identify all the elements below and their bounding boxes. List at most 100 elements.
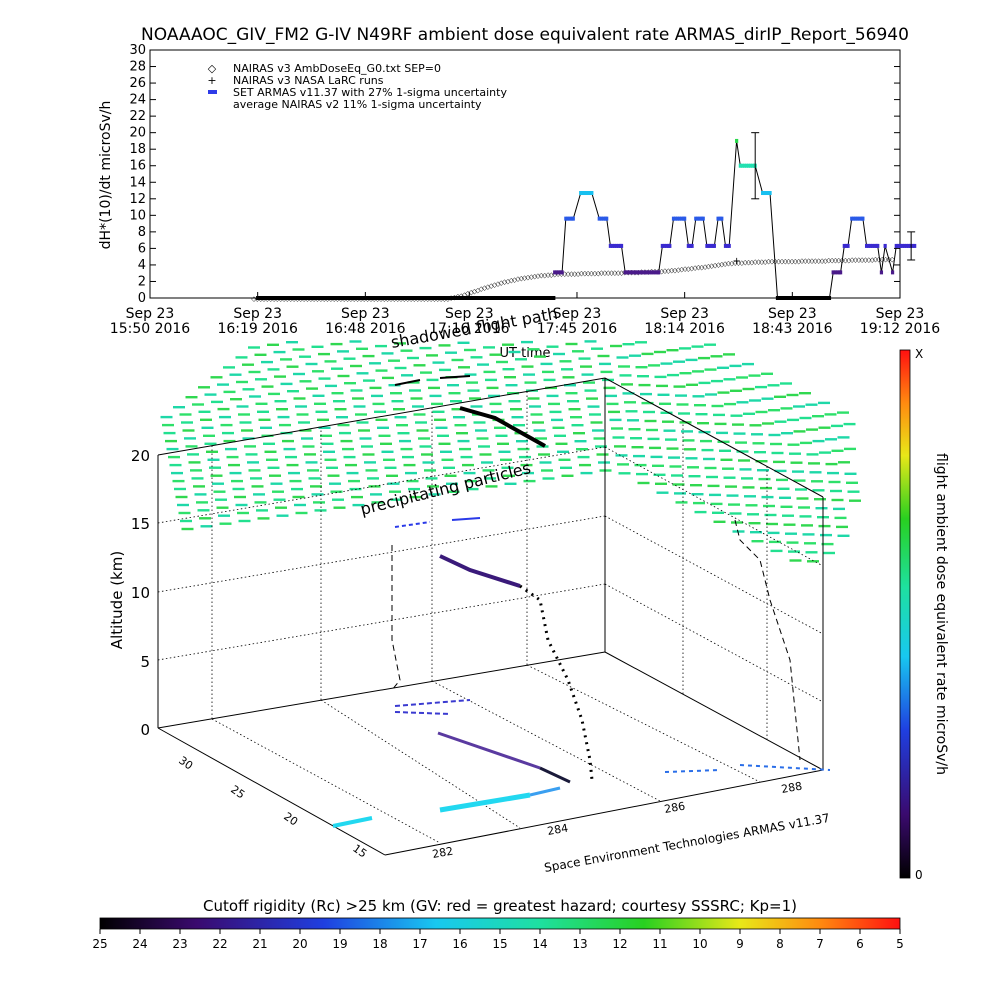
armas-point	[519, 296, 523, 300]
armas-point	[456, 296, 460, 300]
cloud-cell	[502, 343, 514, 346]
armas-point	[812, 296, 816, 300]
trajectory-3d: 0 5 10 15 20 Altitude (km) 30 25 20 15 2…	[108, 304, 861, 875]
nairas-point: ◇	[759, 258, 765, 266]
alt-tick-label: 10	[131, 584, 150, 602]
cloud-cell	[249, 395, 261, 398]
nairas-point: ◇	[823, 257, 829, 265]
cloud-cell	[387, 482, 400, 485]
cloud-cell	[267, 343, 279, 346]
cloud-cell	[706, 475, 718, 479]
cloud-cell	[323, 450, 335, 453]
cloud-cell	[659, 402, 671, 405]
armas-point	[425, 296, 429, 300]
cloud-cell	[561, 474, 574, 477]
cloud-cell	[717, 440, 730, 443]
cloud-cell	[513, 424, 525, 427]
cloud-cell	[277, 415, 290, 419]
flight-trajectory	[394, 375, 594, 781]
cloud-cell	[617, 463, 629, 466]
cloud-cell	[267, 466, 280, 469]
nairas-point: ◇	[676, 266, 682, 274]
lat-tick-label: 30	[176, 754, 195, 773]
cloud-cell	[618, 365, 630, 368]
cloud-cell	[367, 477, 379, 480]
cloud-cell	[388, 359, 400, 362]
armas-point	[403, 296, 407, 300]
cloud-cell	[409, 389, 421, 392]
cloud-cell	[533, 429, 546, 432]
cloud-cell	[400, 447, 413, 451]
armas-point	[644, 270, 648, 275]
cloud-cell	[250, 477, 262, 480]
armas-point	[256, 296, 260, 300]
cloud-cell	[806, 428, 818, 431]
cloud-cell	[223, 439, 236, 443]
cloud-cell	[698, 381, 711, 385]
cloud-cell	[238, 519, 251, 523]
cloud-cell	[545, 386, 557, 390]
cloud-cell	[730, 414, 743, 417]
legend-label-sep0: NAIRAS v3 AmbDoseEq_G0.txt SEP=0	[233, 62, 441, 75]
nairas-point: ◇	[619, 269, 625, 277]
armas-point	[852, 216, 856, 221]
armas-point	[290, 296, 294, 300]
cloud-cell	[232, 487, 245, 491]
cloud-cell	[542, 370, 554, 374]
cloud-cell	[369, 362, 381, 365]
nairas-point: ◇	[753, 258, 759, 266]
cloud-cell	[574, 440, 587, 443]
armas-point	[347, 296, 352, 300]
armas-point	[794, 296, 798, 300]
cloud-cell	[831, 424, 843, 428]
cloud-cell	[465, 479, 477, 483]
armas-point	[533, 296, 537, 300]
cloud-cell	[517, 447, 530, 451]
ground-track	[332, 699, 831, 828]
cloud-cell	[424, 469, 436, 472]
profile-curves	[391, 519, 801, 761]
cloud-cell	[675, 394, 687, 397]
cloud-cell	[647, 437, 660, 441]
rigidity-tick-label: 14	[532, 937, 547, 951]
nairas-point: ◇	[709, 262, 715, 270]
cloud-cell	[711, 379, 723, 383]
armas-point	[906, 243, 911, 248]
cloud-cell	[828, 480, 841, 484]
cloud-cell	[438, 344, 451, 347]
cloud-cell	[589, 413, 601, 416]
cloud-cell	[362, 453, 375, 456]
cloud-cell	[496, 360, 508, 364]
cloud-cell	[356, 372, 369, 375]
cloud-cell	[402, 455, 414, 459]
cloud-cell	[799, 416, 812, 420]
armas-point	[323, 296, 327, 300]
armas-point	[550, 296, 554, 300]
cloud-cell	[479, 453, 492, 456]
armas-point	[439, 296, 444, 300]
cloud-cell	[378, 434, 391, 437]
armas-point	[824, 296, 829, 300]
armas-point	[448, 296, 452, 300]
cloud-cell	[713, 413, 725, 417]
cloud-cell	[843, 422, 856, 426]
cloud-cell	[687, 466, 699, 469]
cloud-cell	[779, 496, 791, 499]
cloud-cell	[163, 431, 176, 435]
cloud-cell	[809, 471, 822, 474]
armas-point	[616, 243, 621, 248]
cloud-cell	[618, 472, 631, 475]
armas-point	[735, 138, 739, 143]
y-tick-label: 24	[129, 93, 146, 108]
cloud-cell	[307, 469, 319, 472]
cloud-cell	[192, 403, 204, 406]
cloud-cell	[812, 415, 824, 418]
cloud-cell	[520, 463, 533, 467]
cloud-cell	[210, 376, 223, 379]
armas-point	[652, 270, 656, 275]
cloud-cell	[747, 513, 759, 516]
cloud-cell	[568, 408, 581, 411]
cloud-cell	[280, 382, 293, 386]
rigidity-title: Cutoff rigidity (Rc) >25 km (GV: red = g…	[203, 897, 797, 915]
dose-colorbar-bottom-label: 0	[915, 868, 923, 882]
